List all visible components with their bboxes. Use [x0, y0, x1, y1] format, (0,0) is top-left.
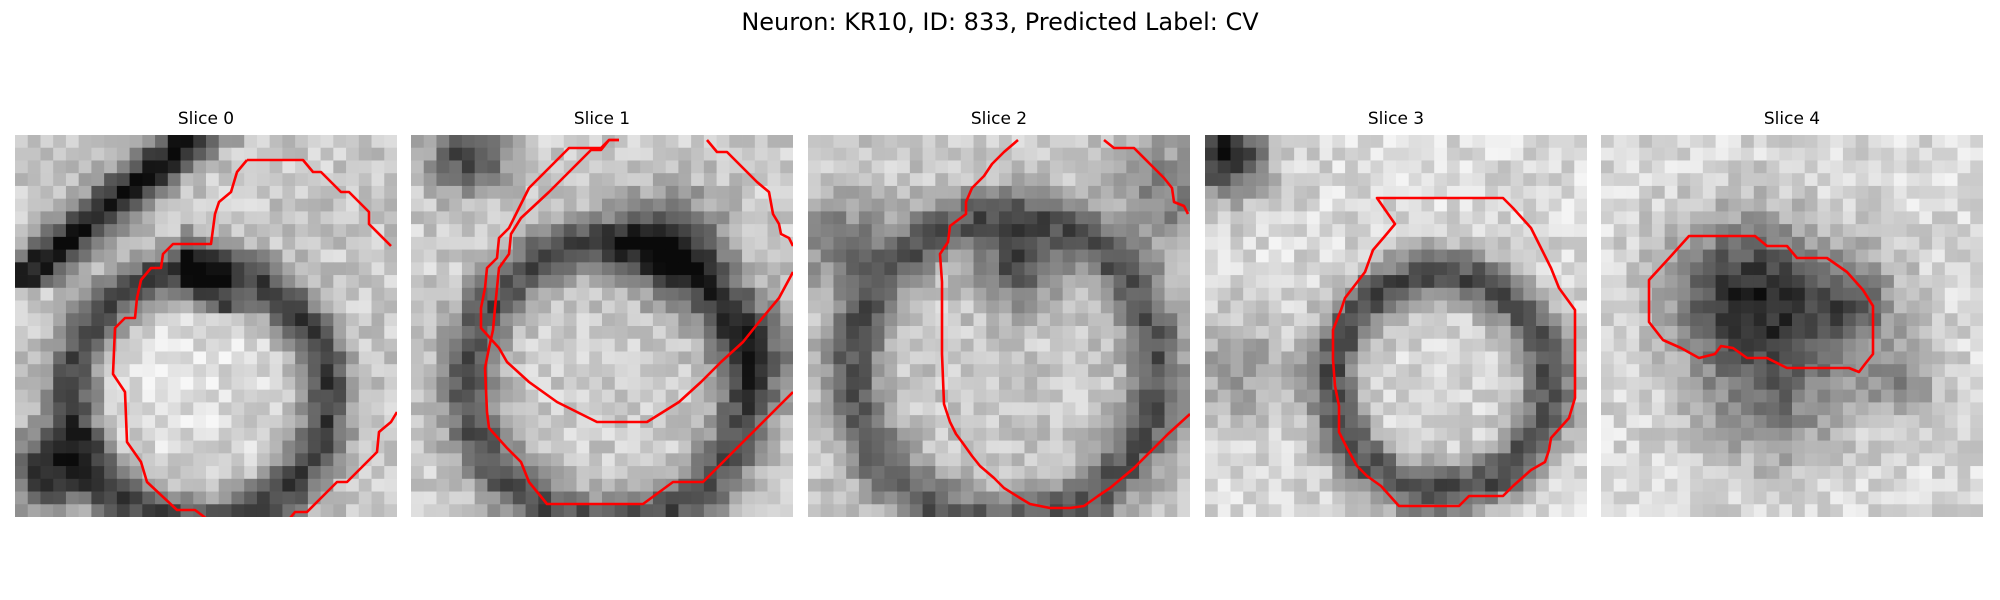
slice-title-1: Slice 1	[573, 109, 631, 129]
contour-outline-2	[938, 139, 1190, 510]
slice-image-3	[1205, 135, 1587, 517]
slice-panel-1: Slice 1	[411, 110, 793, 517]
contour-outline-0b	[111, 159, 248, 517]
slice-panel-4: Slice 4	[1601, 110, 1983, 517]
slice-image-2	[808, 135, 1190, 517]
slice-panel-2: Slice 2	[808, 110, 1190, 517]
slice-image-0	[15, 135, 397, 517]
contour-outline-0	[247, 158, 392, 247]
contour-outline-0c	[289, 411, 397, 517]
contour-outline-2b	[1103, 138, 1190, 215]
contour-outline-3	[1331, 196, 1577, 508]
figure-title: Neuron: KR10, ID: 833, Predicted Label: …	[741, 8, 1259, 36]
contour-outline-1-main	[483, 138, 793, 506]
contour-outline-1	[479, 138, 793, 424]
slice-title-0: Slice 0	[177, 109, 235, 129]
contour-outline-4	[1647, 234, 1875, 374]
slice-title-4: Slice 4	[1763, 109, 1821, 129]
contour-outline-1b	[706, 139, 793, 247]
slice-title-3: Slice 3	[1367, 109, 1425, 129]
slice-panel-0: Slice 0	[15, 110, 397, 517]
slice-image-1	[411, 135, 793, 517]
slice-panel-3: Slice 3	[1205, 110, 1587, 517]
slice-image-4	[1601, 135, 1983, 517]
slice-title-2: Slice 2	[970, 109, 1028, 129]
